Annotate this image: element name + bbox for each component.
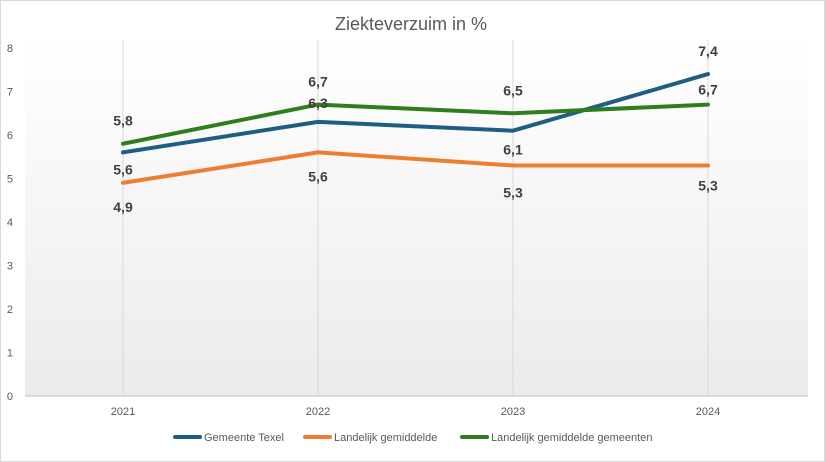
data-label: 5,6 [308, 168, 328, 184]
series-line [121, 102, 710, 146]
data-label: 5,3 [503, 185, 523, 201]
series-line [121, 150, 710, 185]
data-label: 5,8 [113, 113, 133, 129]
y-tick-label: 6 [7, 130, 13, 142]
data-label: 6,7 [698, 82, 718, 98]
y-tick-label: 3 [7, 261, 13, 273]
data-label: 5,3 [698, 178, 718, 194]
data-label: 6,3 [308, 95, 328, 111]
x-tick-label: 2024 [696, 406, 720, 418]
legend-label: Gemeente Texel [204, 432, 284, 444]
x-tick-label: 2023 [501, 406, 525, 418]
legend-label: Landelijk gemiddelde [334, 432, 437, 444]
y-tick-label: 5 [7, 174, 13, 186]
data-label: 7,4 [698, 43, 718, 59]
chart-title: Ziekteverzuim in % [335, 14, 487, 34]
y-tick-label: 2 [7, 304, 13, 316]
y-tick-label: 7 [7, 87, 13, 99]
x-tick-label: 2022 [306, 406, 330, 418]
data-label: 5,6 [113, 161, 133, 177]
plot-area-background [25, 40, 808, 396]
y-tick-label: 8 [7, 43, 13, 55]
x-tick-label: 2021 [111, 406, 135, 418]
y-tick-label: 1 [7, 348, 13, 360]
data-label: 6,5 [503, 82, 523, 98]
legend-label: Landelijk gemiddelde gemeenten [491, 432, 652, 444]
series-line [121, 72, 710, 155]
data-label: 6,1 [503, 142, 523, 158]
y-tick-label: 4 [7, 217, 13, 229]
data-label: 4,9 [113, 199, 133, 215]
data-label: 6,7 [308, 74, 328, 90]
y-tick-label: 0 [7, 391, 13, 403]
